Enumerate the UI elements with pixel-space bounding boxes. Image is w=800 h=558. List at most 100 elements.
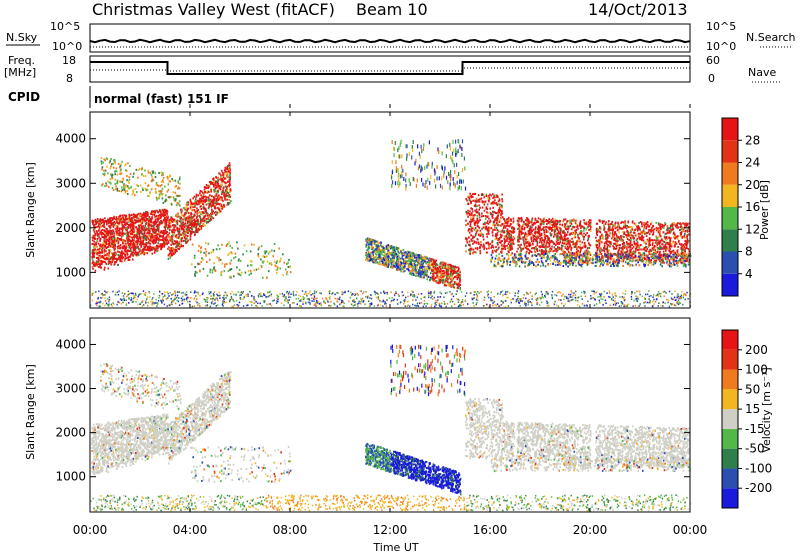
echo-pixel [171,247,173,249]
echo-pixel [129,179,131,181]
echo-pixel [454,170,455,174]
echo-pixel [116,216,118,218]
echo-pixel [463,180,464,184]
echo-pixel [140,185,142,187]
echo-pixel [499,241,501,243]
echo-pixel [97,218,99,220]
echo-pixel [168,254,170,256]
nsky-trace [90,40,690,42]
echo-pixel [422,167,423,171]
echo-pixel [214,195,216,197]
echo-pixel [164,200,166,202]
echo-pixel [126,175,128,177]
echo-pixel [416,259,418,261]
echo-pixel [545,229,547,231]
echo-pixel [194,215,196,217]
echo-pixel [459,274,461,276]
echo-pixel [177,214,179,216]
echo-pixel [137,177,139,179]
echo-pixel [155,216,157,218]
echo-pixel [116,218,118,220]
echo-pixel [286,271,288,273]
echo-pixel [373,239,375,241]
echo-pixel [148,195,150,197]
echo-pixel [450,155,451,159]
echo-pixel [428,276,430,278]
echo-pixel [113,167,115,169]
echo-pixel [433,259,435,261]
echo-pixel [114,237,116,239]
echo-pixel [226,245,228,247]
echo-pixel [415,269,417,271]
echo-pixel [144,230,146,232]
echo-pixel [213,199,215,201]
echo-pixel [203,211,205,213]
echo-pixel [144,253,146,255]
echo-pixel [373,249,375,251]
echo-pixel [190,206,192,208]
echo-pixel [117,246,119,248]
echo-pixel [225,168,227,170]
echo-pixel [112,163,114,165]
echo-pixel [240,274,242,276]
echo-pixel [247,265,249,267]
echo-pixel [119,173,121,175]
echo-pixel [229,196,231,198]
echo-pixel [455,149,456,153]
echo-pixel [163,210,165,212]
echo-pixel [101,256,103,258]
echo-pixel [182,226,184,228]
echo-pixel [127,254,129,256]
echo-pixel [444,170,445,174]
echo-pixel [189,216,191,218]
station-title: Christmas Valley West (fitACF) [92,0,335,19]
echo-pixel [213,189,215,191]
echo-pixel [113,189,115,191]
echo-pixel [429,263,431,265]
echo-pixel [138,226,140,228]
echo-pixel [110,227,112,229]
echo-pixel [159,194,161,196]
echo-pixel [233,275,235,277]
cpid-text: normal (fast) 151 IF [94,92,229,106]
echo-pixel [152,235,154,237]
echo-pixel [450,170,451,174]
echo-pixel [182,245,184,247]
echo-pixel [145,249,147,251]
echo-pixel [152,253,154,255]
echo-pixel [106,157,108,159]
echo-pixel [486,211,488,213]
echo-pixel [158,246,160,248]
echo-pixel [417,264,419,266]
echo-pixel [157,247,159,249]
echo-pixel [184,226,186,228]
echo-pixel [455,266,457,268]
echo-pixel [560,231,562,233]
echo-pixel [230,269,232,271]
echo-pixel [204,220,206,222]
echo-pixel [171,250,173,252]
echo-pixel [397,266,399,268]
echo-pixel [215,181,217,183]
echo-pixel [107,172,109,174]
echo-pixel [173,219,175,221]
echo-pixel [228,199,230,201]
echo-pixel [152,225,154,227]
echo-pixel [215,207,217,209]
echo-pixel [102,233,104,235]
echo-pixel [143,243,145,245]
echo-pixel [121,256,123,258]
echo-pixel [176,204,178,206]
echo-pixel [144,232,146,234]
echo-pixel [151,174,153,176]
echo-pixel [131,237,133,239]
echo-pixel [112,218,114,220]
echo-pixel [420,271,422,273]
echo-pixel [141,232,143,234]
echo-pixel [149,232,151,234]
echo-pixel [200,206,202,208]
echo-pixel [408,259,410,261]
echo-pixel [125,169,127,171]
echo-pixel [171,236,173,238]
echo-pixel [494,199,496,201]
